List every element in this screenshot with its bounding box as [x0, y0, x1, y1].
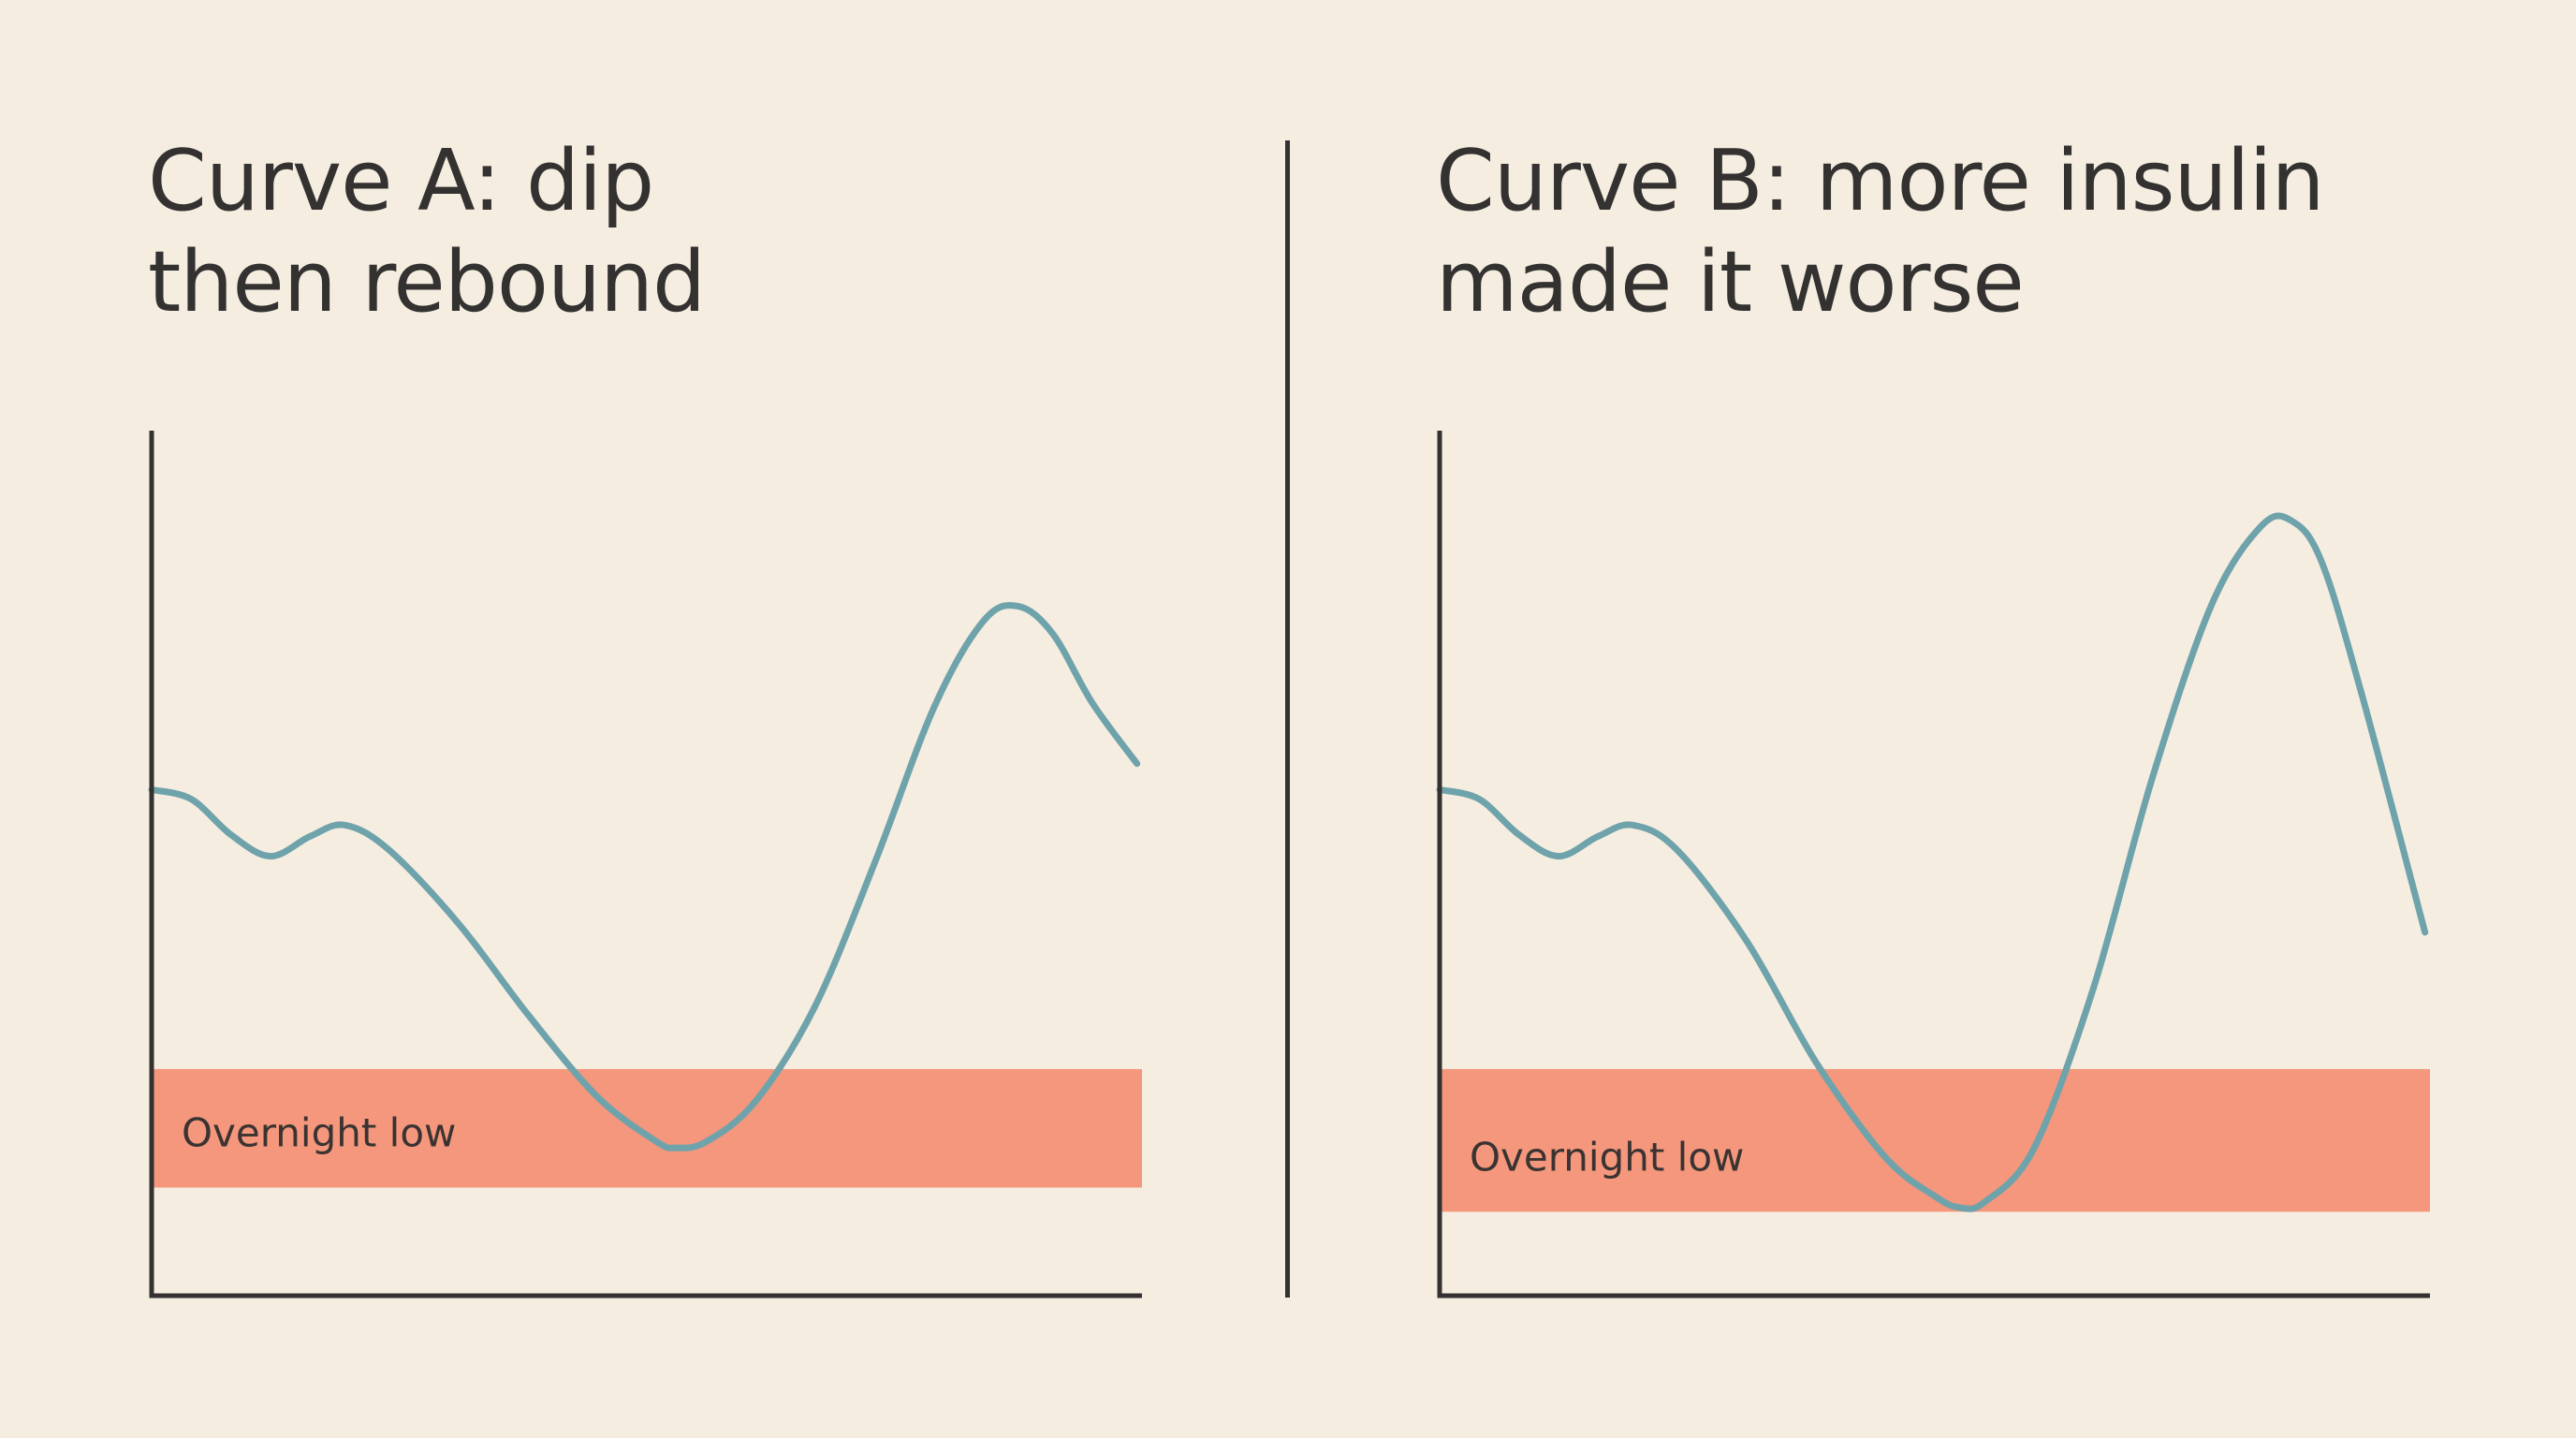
chart-a-low-band-label: Overnight low — [182, 1110, 456, 1156]
chart-a-low-band — [152, 1068, 1142, 1188]
chart-a-series-line — [148, 602, 1141, 1152]
chart-b-title: Curve B: more insulin made it worse — [1436, 131, 2325, 333]
chart-a-title-line-1: Curve A: dip — [148, 132, 654, 230]
chart-b-low-band — [1440, 1068, 2430, 1212]
chart-b: Overnight low — [1436, 431, 2430, 1299]
chart-a-title-line-2: then rebound — [148, 233, 706, 331]
chart-b-low-band-label: Overnight low — [1470, 1134, 1744, 1180]
panel-divider — [1285, 140, 1290, 1298]
chart-a: Overnight low — [148, 431, 1142, 1299]
chart-b-title-line-2: made it worse — [1436, 233, 2025, 331]
chart-b-series-line — [1436, 512, 2429, 1212]
chart-a-title: Curve A: dip then rebound — [148, 131, 706, 333]
chart-b-title-line-1: Curve B: more insulin — [1436, 132, 2325, 230]
